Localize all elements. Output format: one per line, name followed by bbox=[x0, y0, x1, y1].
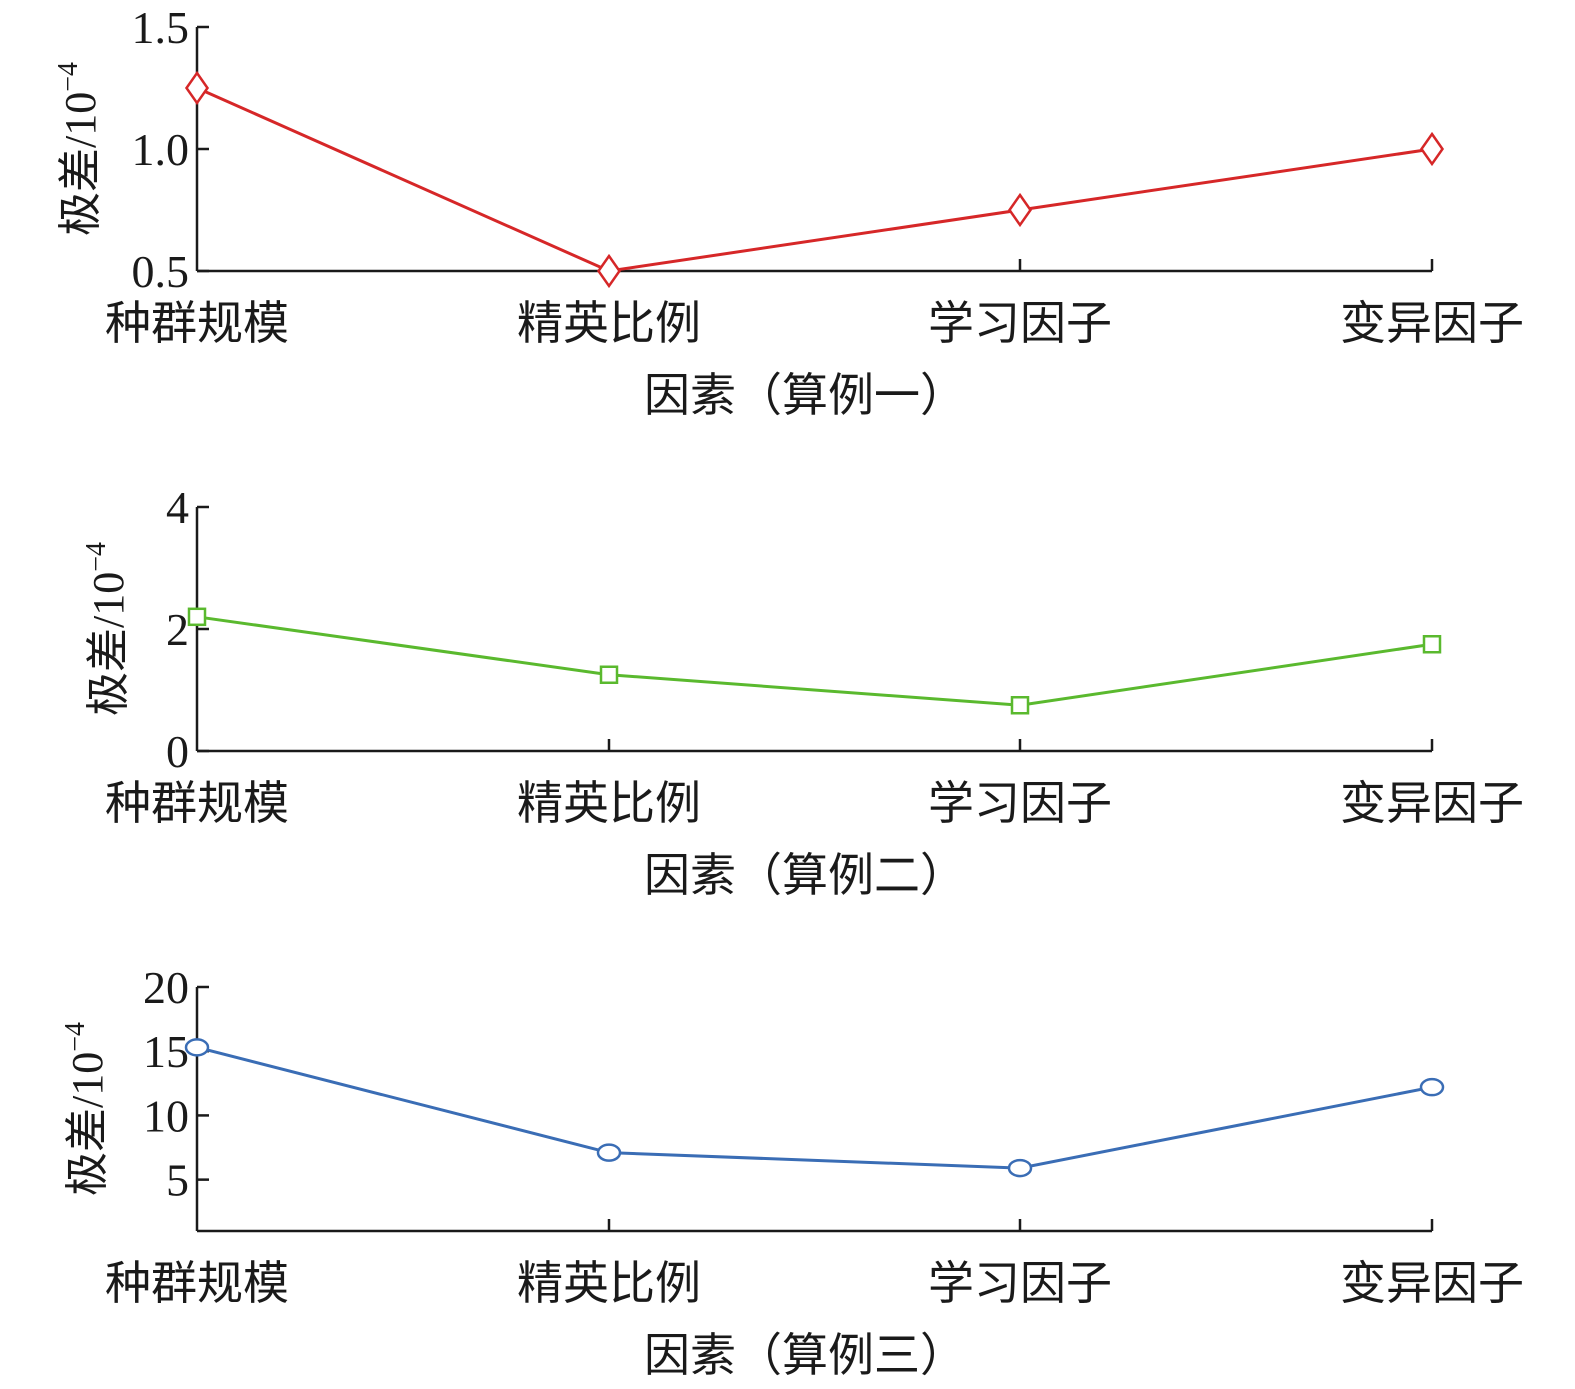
x-category-label: 精英比例 bbox=[517, 298, 701, 349]
data-point-diamond bbox=[596, 253, 622, 289]
x-category-label: 种群规模 bbox=[105, 1258, 289, 1309]
series-line bbox=[196, 1045, 1433, 1170]
x-category-label: 种群规模 bbox=[105, 298, 289, 349]
data-point-circle bbox=[184, 1038, 210, 1057]
x-category-label: 精英比例 bbox=[517, 1258, 701, 1309]
y-tick-label: 4 bbox=[166, 482, 189, 533]
x-category-label: 学习因子 bbox=[928, 1258, 1112, 1309]
data-point-diamond bbox=[1007, 192, 1033, 228]
data-point-circle bbox=[1419, 1077, 1445, 1097]
y-axis-title: 极差/10−4 bbox=[53, 62, 105, 236]
series-line bbox=[196, 86, 1433, 273]
x-axis-title: 因素（算例二） bbox=[644, 850, 966, 901]
y-axis-title-exponent: −4 bbox=[53, 62, 84, 92]
y-tick-label: 1.5 bbox=[132, 2, 190, 53]
data-point-square bbox=[187, 607, 207, 627]
x-category-label: 精英比例 bbox=[517, 778, 701, 829]
data-point-square bbox=[599, 665, 619, 684]
y-tick-label: 0.5 bbox=[132, 246, 190, 297]
x-category-label: 变异因子 bbox=[1340, 298, 1524, 349]
data-point-square bbox=[1010, 696, 1030, 715]
x-category-label: 学习因子 bbox=[928, 778, 1112, 829]
y-tick-label: 5 bbox=[166, 1155, 189, 1206]
y-axis-title-exponent: −4 bbox=[60, 1022, 91, 1052]
y-tick-label: 2 bbox=[166, 604, 189, 655]
y-axis-title: 极差/10−4 bbox=[60, 1022, 112, 1196]
y-tick-label: 15 bbox=[143, 1026, 189, 1077]
series-line bbox=[196, 615, 1433, 707]
y-axis-title-exponent: −4 bbox=[81, 542, 112, 572]
data-point-circle bbox=[596, 1143, 622, 1162]
data-point-square bbox=[1422, 635, 1442, 654]
x-category-label: 变异因子 bbox=[1340, 1258, 1524, 1309]
y-axis-title: 极差/10−4 bbox=[81, 542, 133, 716]
x-axis-title: 因素（算例一） bbox=[644, 370, 966, 421]
data-point-diamond bbox=[1419, 131, 1445, 167]
x-axis-title: 因素（算例三） bbox=[644, 1330, 966, 1381]
x-category-label: 学习因子 bbox=[928, 298, 1112, 349]
x-category-label: 变异因子 bbox=[1340, 778, 1524, 829]
y-tick-label: 0 bbox=[166, 726, 189, 777]
y-tick-label: 1.0 bbox=[132, 124, 190, 175]
data-point-diamond bbox=[184, 70, 210, 106]
y-tick-label: 20 bbox=[143, 962, 189, 1013]
data-point-circle bbox=[1007, 1158, 1033, 1178]
x-category-label: 种群规模 bbox=[105, 778, 289, 829]
y-tick-label: 10 bbox=[143, 1090, 189, 1141]
